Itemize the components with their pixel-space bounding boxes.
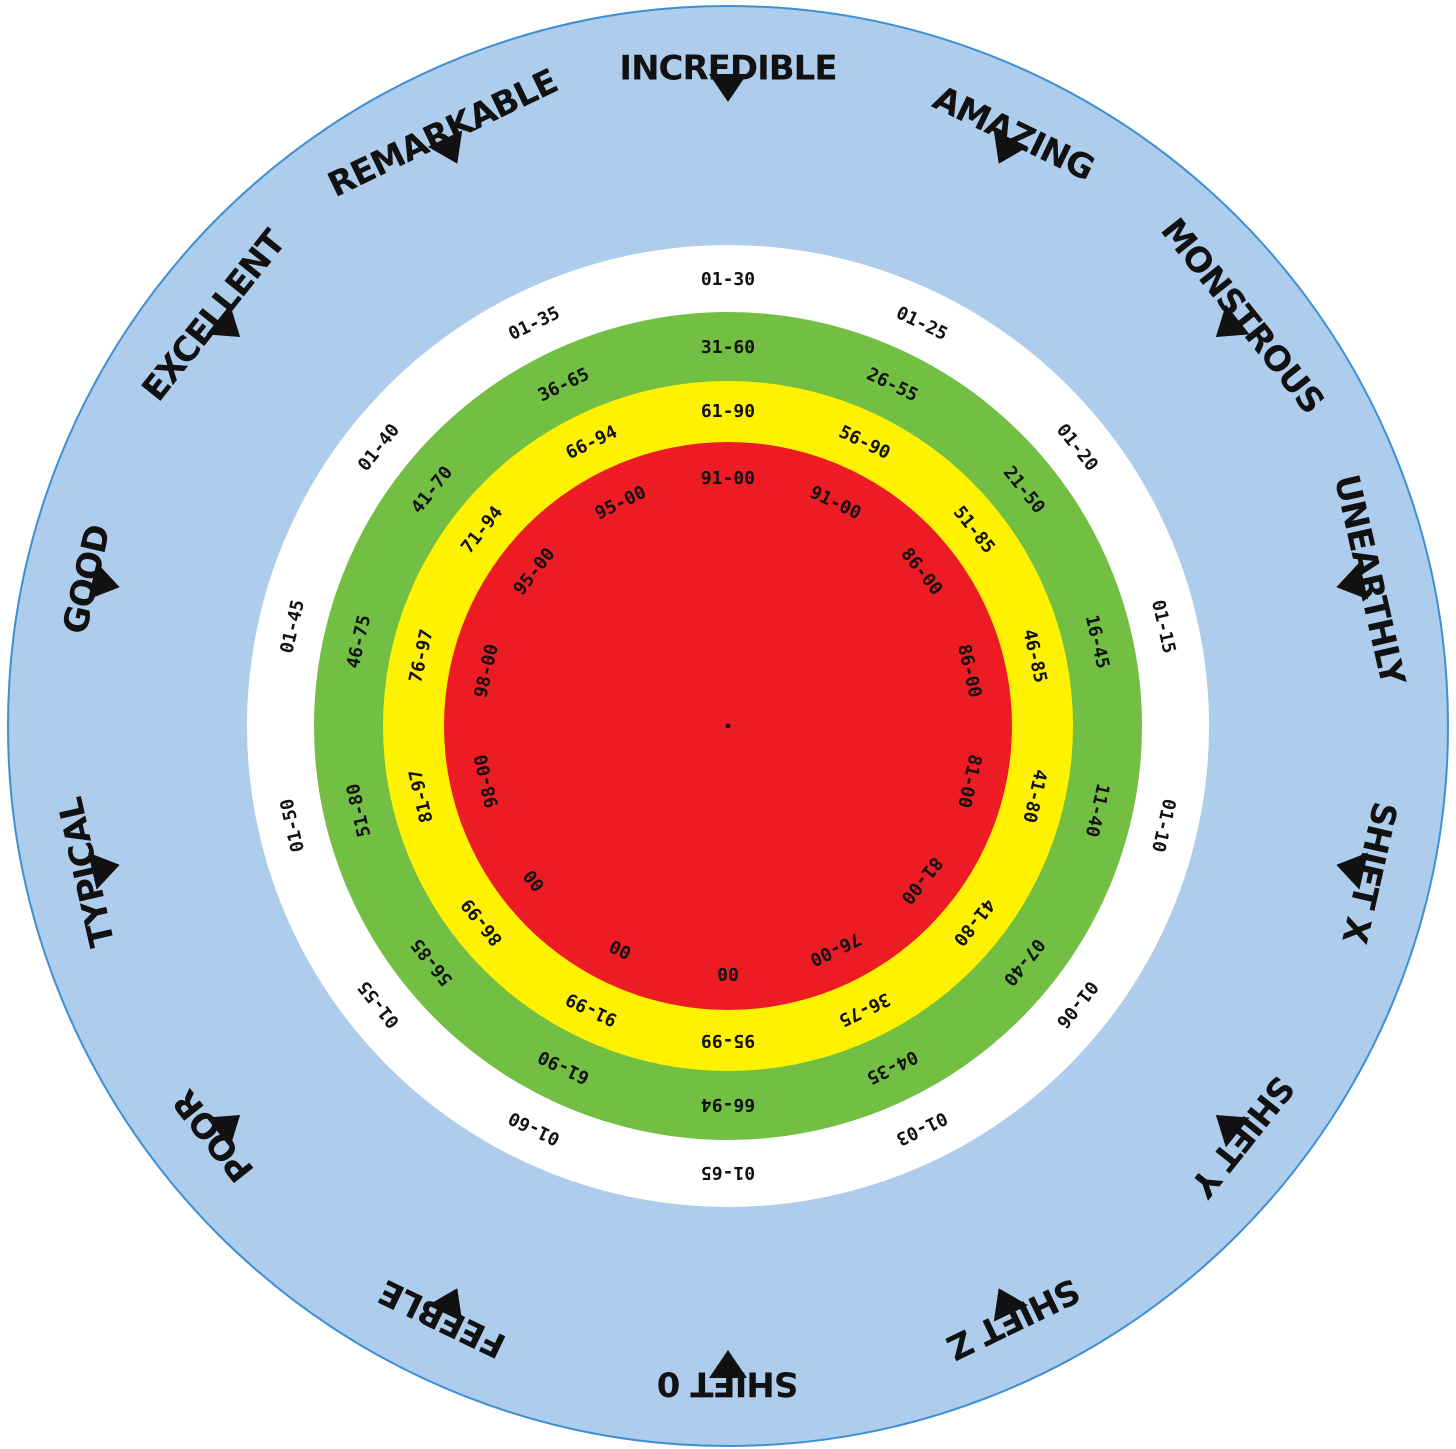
rank-pointer-shift-z-icon bbox=[993, 1288, 1029, 1322]
green-ring-label: 66-94 bbox=[701, 1094, 755, 1115]
yellow-ring-label: 61-90 bbox=[701, 401, 755, 422]
rank-pointer-excellent-icon bbox=[206, 304, 241, 337]
rank-pointer-shift-x-icon bbox=[1336, 852, 1368, 890]
red-ring-label: 00 bbox=[717, 963, 739, 984]
rank-pointer-unearthly-icon bbox=[1336, 562, 1368, 600]
rank-pointer-amazing-icon bbox=[993, 130, 1029, 164]
rank-pointer-good-icon bbox=[88, 562, 120, 600]
white-ring-label: 01-65 bbox=[701, 1162, 755, 1183]
rank-pointer-feeble-icon bbox=[427, 1288, 463, 1322]
center-pivot bbox=[725, 723, 731, 729]
rank-pointer-typical-icon bbox=[88, 852, 120, 890]
red-ring-label: 91-00 bbox=[701, 468, 755, 489]
rank-pointer-poor-icon bbox=[206, 1115, 241, 1148]
rank-pointers bbox=[88, 74, 1368, 1378]
green-ring-label: 31-60 bbox=[701, 337, 755, 358]
rank-pointer-incredible-icon bbox=[709, 74, 747, 102]
yellow-ring-label: 95-99 bbox=[701, 1030, 755, 1051]
white-ring-label: 01-30 bbox=[701, 269, 755, 290]
rank-pointer-shift-0-icon bbox=[709, 1350, 747, 1378]
rank-pointer-monstrous-icon bbox=[1215, 304, 1250, 337]
rank-pointer-remarkable-icon bbox=[427, 130, 463, 164]
rank-pointer-shift-y-icon bbox=[1215, 1115, 1250, 1148]
